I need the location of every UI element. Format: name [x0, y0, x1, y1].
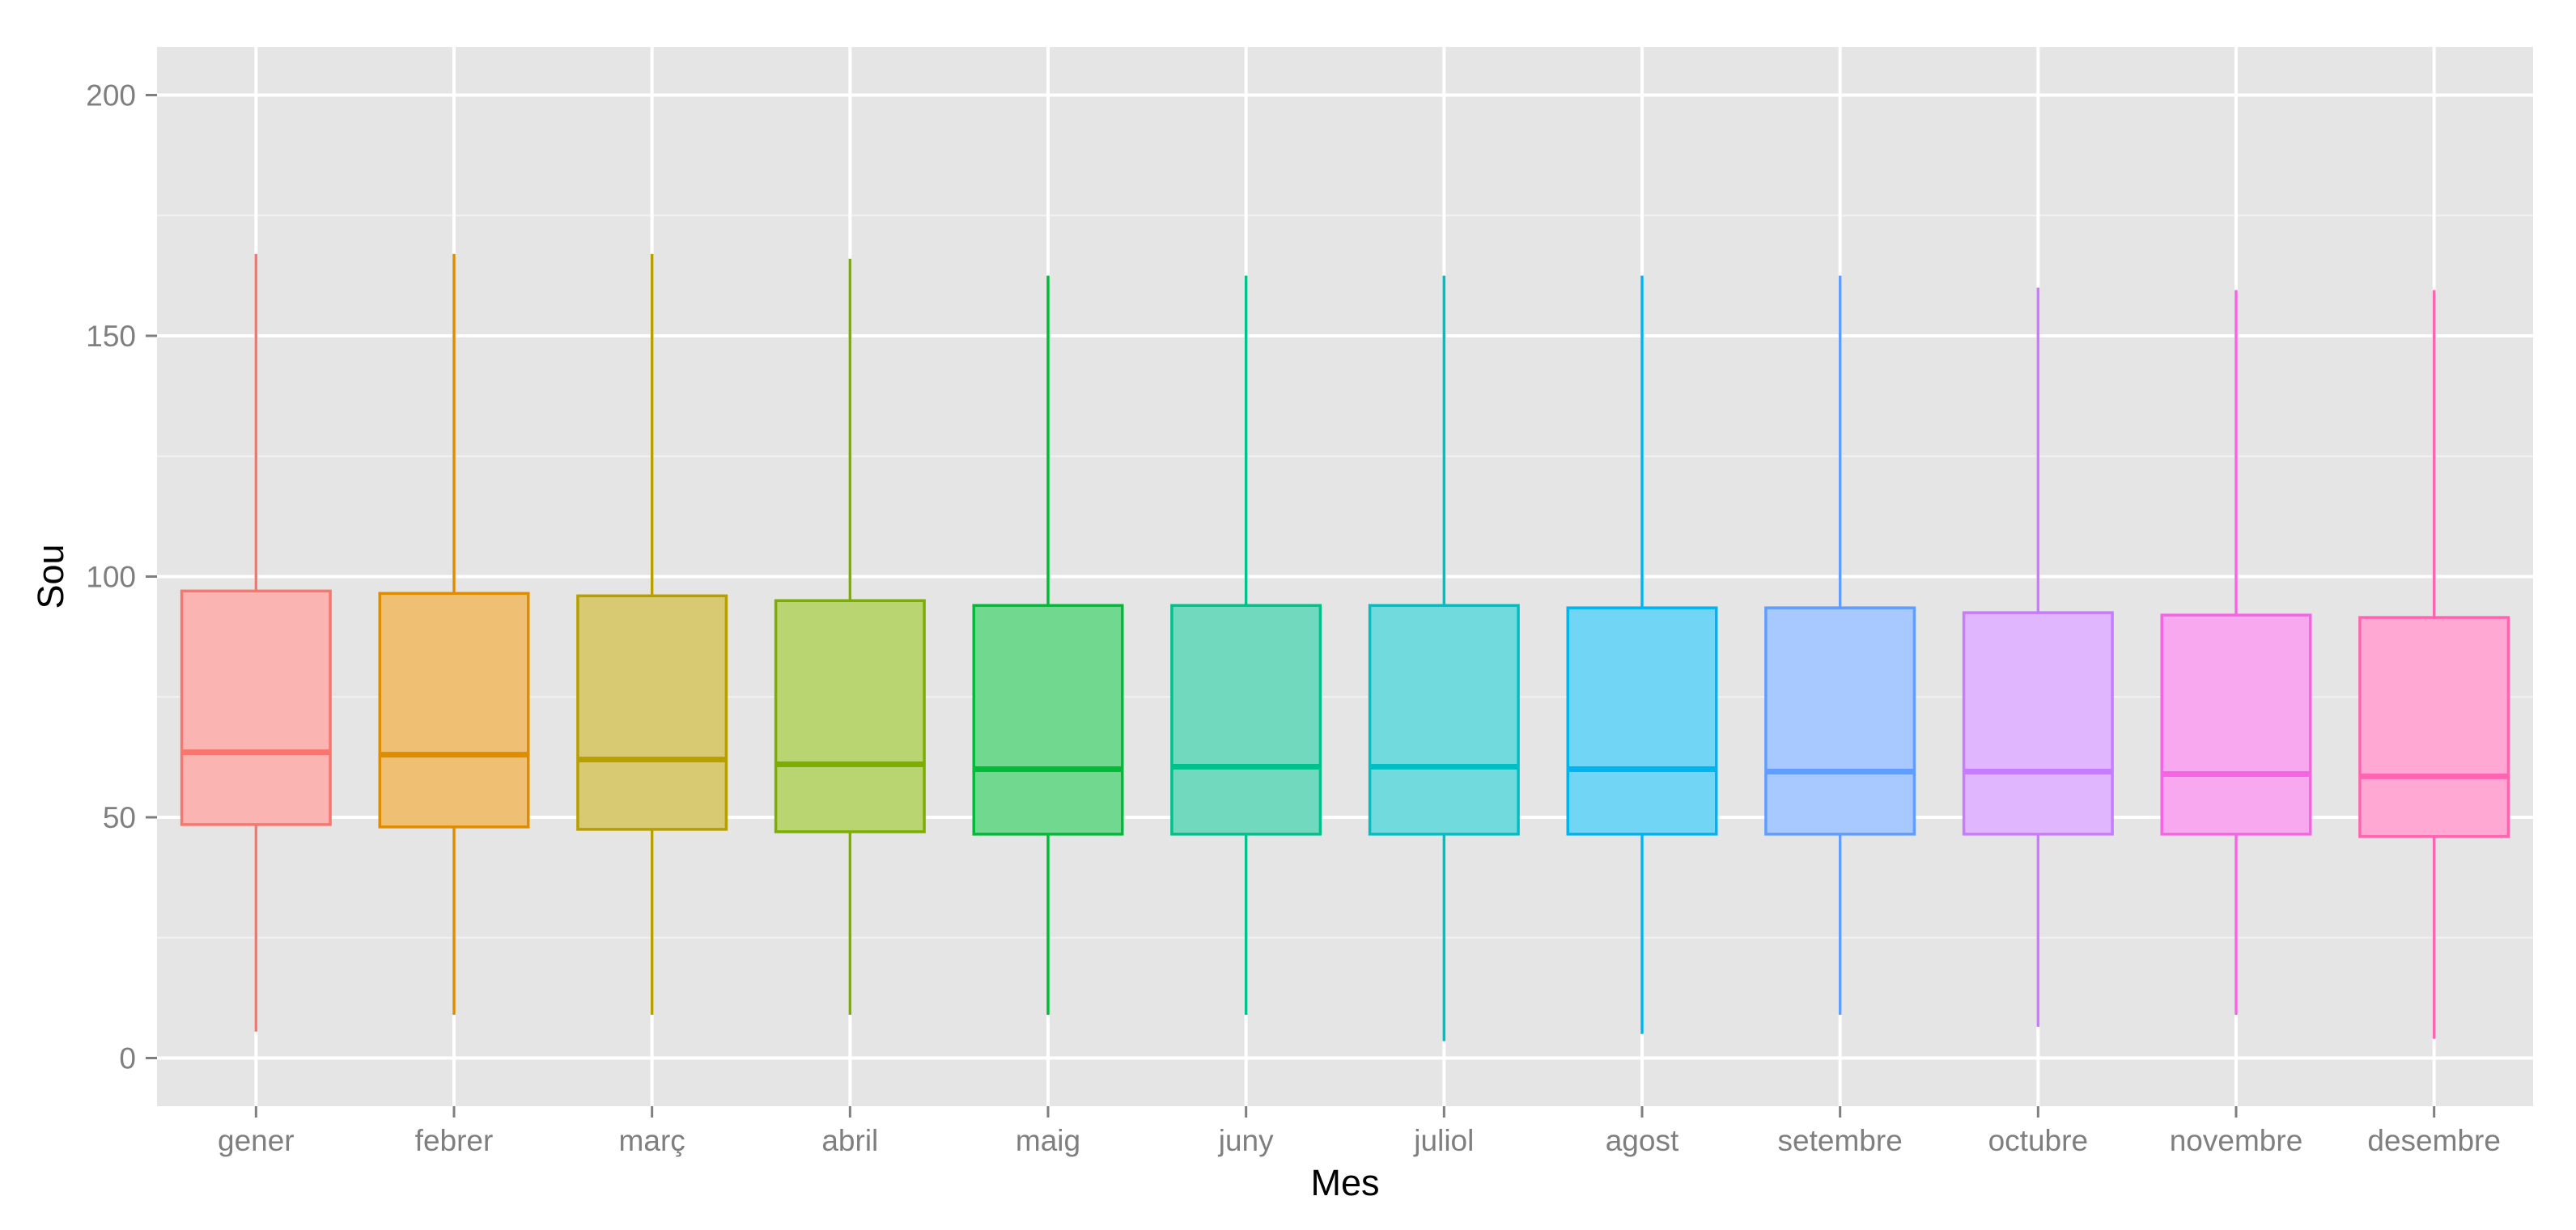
x-axis: gener febrer març abril maig juny juliol agost s…: [218, 1106, 2501, 1157]
iqr-box: [1170, 604, 1322, 836]
x-tick-label-desembre: desembre: [2367, 1124, 2501, 1157]
y-axis-title: Sou: [30, 544, 71, 609]
box-desembre: [2358, 290, 2510, 1039]
box-novembre: [2160, 290, 2312, 1015]
x-tick-label-març: març: [619, 1124, 685, 1157]
x-tick-label-febrer: febrer: [415, 1124, 494, 1157]
iqr-box: [180, 589, 332, 826]
x-tick-label-agost: agost: [1606, 1124, 1679, 1157]
x-axis-title: Mes: [1310, 1162, 1379, 1203]
box-setembre: [1764, 275, 1916, 1015]
x-tick-label-setembre: setembre: [1778, 1124, 1903, 1157]
minor-gridlines: [157, 214, 2533, 939]
iqr-box: [378, 592, 530, 829]
box-març: [576, 253, 728, 1015]
x-tick-label-octubre: octubre: [1988, 1124, 2088, 1157]
box-febrer: [378, 253, 530, 1015]
box-agost: [1566, 275, 1718, 1034]
y-tick-label: 150: [86, 320, 136, 353]
iqr-box: [774, 599, 926, 833]
iqr-box: [1368, 604, 1520, 836]
iqr-box: [972, 604, 1124, 836]
y-axis: 0 50 100 150 200: [86, 79, 157, 1075]
iqr-box: [1764, 606, 1916, 836]
iqr-box: [2358, 616, 2510, 838]
x-tick-label-juny: juny: [1218, 1124, 1274, 1157]
iqr-box: [1962, 611, 2114, 836]
iqr-box: [576, 594, 728, 831]
x-tick-label-maig: maig: [1016, 1124, 1080, 1157]
iqr-box: [2160, 613, 2312, 836]
box-octubre: [1962, 287, 2114, 1027]
y-tick-label: 200: [86, 79, 136, 112]
box-juny: [1170, 275, 1322, 1015]
y-tick-label: 100: [86, 561, 136, 594]
boxes: [180, 253, 2510, 1041]
box-maig: [972, 275, 1124, 1015]
x-tick-label-gener: gener: [218, 1124, 295, 1157]
box-juliol: [1368, 275, 1520, 1041]
x-tick-label-juliol: juliol: [1413, 1124, 1474, 1157]
box-gener: [180, 253, 332, 1032]
x-tick-label-novembre: novembre: [2170, 1124, 2303, 1157]
y-tick-label: 0: [119, 1042, 136, 1075]
box-abril: [774, 258, 926, 1015]
iqr-box: [1566, 606, 1718, 836]
x-tick-label-abril: abril: [821, 1124, 878, 1157]
y-tick-label: 50: [103, 801, 136, 834]
